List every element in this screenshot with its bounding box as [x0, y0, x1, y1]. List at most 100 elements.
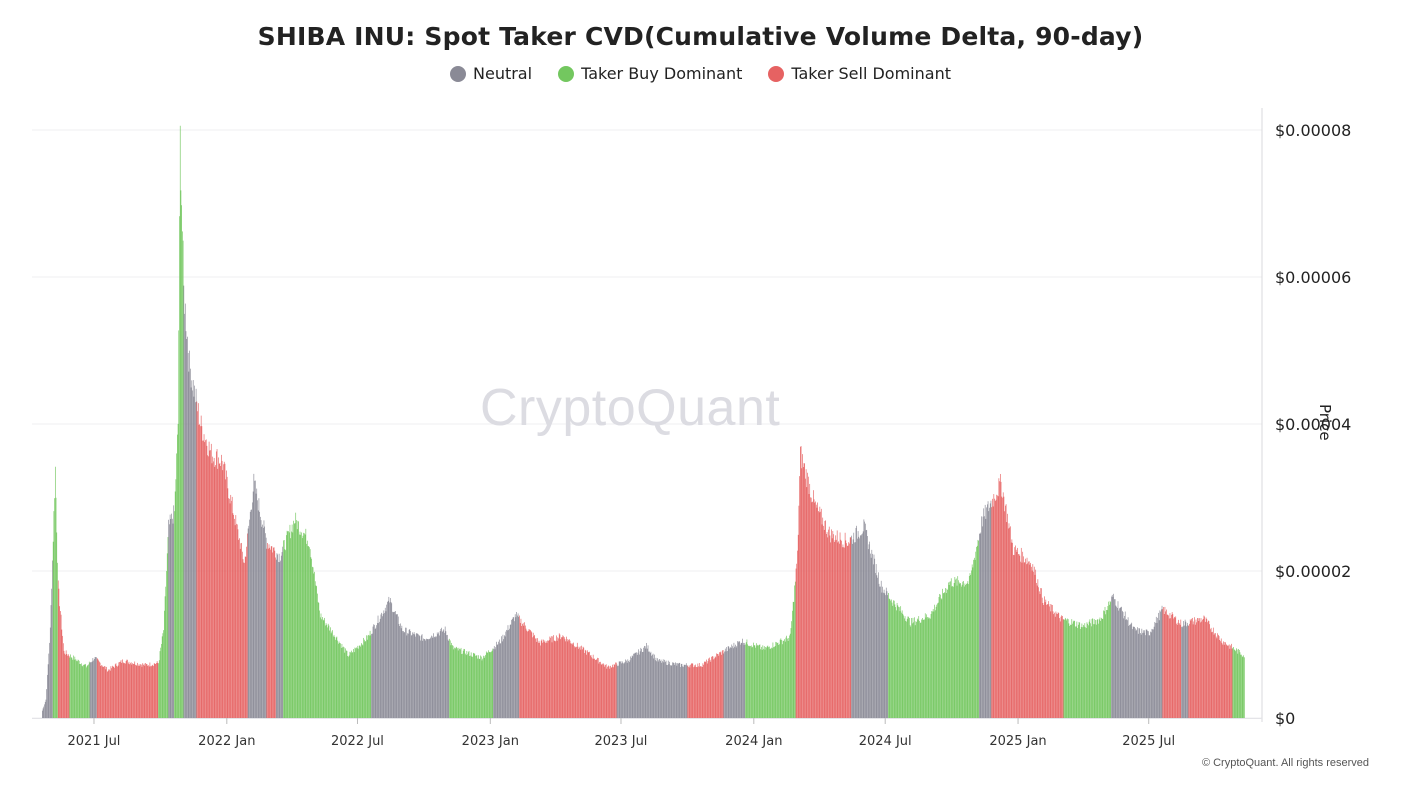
price-bar [587, 650, 588, 718]
price-bar [876, 575, 878, 718]
price-bar [110, 666, 112, 718]
price-bar [789, 633, 791, 718]
price-bar [227, 488, 229, 718]
price-bar [62, 643, 64, 718]
price-bar [948, 585, 950, 718]
price-bar [471, 656, 473, 718]
price-bar [444, 632, 445, 718]
price-bar [1018, 554, 1020, 718]
price-bar [169, 514, 171, 718]
price-bar [140, 664, 142, 718]
price-bar [444, 626, 446, 718]
price-bar [561, 637, 563, 718]
price-bar [652, 654, 653, 718]
price-bar [651, 655, 652, 718]
price-bar [1062, 619, 1064, 718]
price-bar [272, 552, 273, 718]
price-bar [1176, 624, 1178, 718]
price-bar [1140, 634, 1142, 718]
price-bar [156, 663, 157, 718]
price-bar [788, 638, 790, 718]
price-bar [1198, 620, 1200, 718]
price-bar [685, 664, 686, 718]
price-bar [241, 551, 243, 718]
price-bar [236, 523, 237, 718]
price-bar [636, 654, 638, 718]
price-bar [329, 630, 330, 718]
price-bar [528, 629, 530, 718]
price-bar [956, 585, 958, 718]
price-bar [500, 643, 502, 718]
price-bar [137, 662, 138, 718]
price-bar [735, 647, 737, 718]
price-bar [240, 543, 242, 718]
price-bar [566, 639, 568, 718]
price-bar [1175, 616, 1177, 718]
price-bar [1168, 615, 1169, 718]
price-bar [875, 572, 876, 718]
price-bar [792, 601, 794, 718]
price-bar [1072, 621, 1074, 718]
price-bar [779, 639, 781, 718]
price-bar [166, 571, 167, 718]
price-bar [680, 663, 682, 718]
legend-item-taker-sell[interactable]: Taker Sell Dominant [768, 64, 951, 83]
y-tick-label: $0 [1275, 709, 1295, 728]
price-bar [696, 666, 697, 718]
price-bar [1103, 610, 1104, 718]
price-bar [1229, 648, 1231, 718]
price-bar [163, 630, 164, 718]
price-bar [563, 636, 564, 718]
price-bar [930, 613, 932, 718]
price-bar [1162, 609, 1164, 718]
price-bar [573, 642, 574, 718]
price-bar [776, 642, 777, 718]
price-bar [857, 531, 859, 718]
price-bar [221, 460, 223, 718]
price-bar [749, 646, 751, 718]
price-bar [1028, 561, 1030, 718]
price-bar [598, 663, 600, 718]
price-bar [210, 443, 212, 718]
price-bar [322, 619, 324, 718]
price-bar [1223, 644, 1225, 718]
price-bar [747, 644, 748, 718]
price-bar [1119, 607, 1121, 718]
price-bar [1136, 629, 1138, 718]
price-bar [363, 637, 364, 718]
price-bar [1092, 618, 1094, 718]
price-bar [266, 548, 268, 718]
price-bar [431, 635, 432, 718]
price-bar [402, 631, 403, 718]
price-bar [218, 457, 219, 718]
price-bar [672, 662, 674, 718]
price-bar [511, 618, 513, 718]
price-bar [1049, 604, 1051, 718]
price-bar [792, 610, 793, 718]
price-bar [1237, 653, 1239, 718]
price-bar [1025, 564, 1027, 718]
price-bar [977, 539, 979, 718]
price-bar [757, 644, 759, 718]
legend-item-neutral[interactable]: Neutral [450, 64, 532, 83]
price-bar [1037, 579, 1039, 718]
price-bar [45, 699, 47, 718]
price-bar [238, 539, 240, 718]
price-bar [1137, 633, 1139, 718]
price-bar [577, 646, 579, 718]
price-bar [132, 663, 133, 718]
price-bar [919, 620, 920, 718]
price-bar [465, 653, 466, 718]
price-bar [309, 547, 310, 718]
legend-item-taker-buy[interactable]: Taker Buy Dominant [558, 64, 742, 83]
price-bar [779, 644, 780, 718]
price-bar [1189, 619, 1191, 718]
price-bar [135, 664, 137, 718]
price-bar [478, 655, 479, 718]
price-bar [1021, 562, 1023, 718]
watermark-logo: CryptoQuant [480, 379, 781, 437]
price-bar [953, 583, 955, 718]
price-bar [188, 371, 190, 718]
price-bar [165, 586, 167, 718]
price-bar [88, 664, 89, 718]
